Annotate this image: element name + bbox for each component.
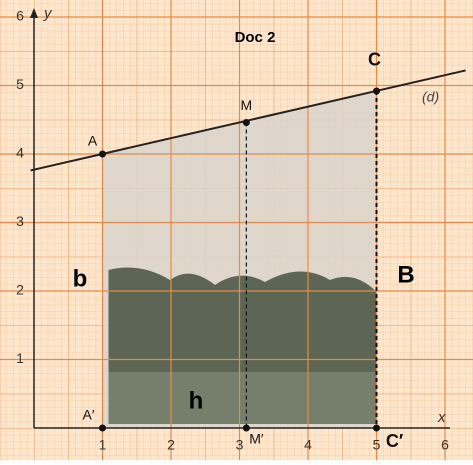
region-label: B (397, 261, 414, 288)
point-label: C′ (386, 431, 403, 451)
point (99, 424, 106, 432)
y-tick-label: 2 (16, 282, 24, 298)
point (373, 424, 380, 432)
x-tick-label: 4 (304, 437, 312, 453)
photo-meadow (108, 372, 377, 424)
y-tick-label: 5 (16, 76, 24, 92)
y-tick-label: 1 (16, 350, 24, 366)
region-label: h (189, 387, 204, 414)
line-name: (d) (422, 89, 439, 105)
point (373, 87, 380, 95)
x-tick-label: 3 (236, 437, 244, 453)
point-label: M (241, 97, 253, 113)
title: Doc 2 (235, 29, 276, 46)
x-tick-label: 1 (99, 437, 107, 453)
x-axis-label: x (437, 409, 446, 426)
y-tick-label: 3 (16, 213, 24, 229)
y-axis-label: y (43, 5, 53, 22)
point-label: A (88, 133, 98, 149)
y-tick-label: 4 (16, 145, 24, 161)
point-label: C (368, 50, 381, 70)
point (242, 118, 250, 126)
marks: (d) A M C A′ M′ C′ b Bh (30, 50, 466, 451)
y-tick-label: 6 (16, 8, 24, 24)
y-arrow (30, 8, 38, 18)
x-tick-label: 2 (167, 437, 175, 453)
point-label: M′ (249, 431, 264, 447)
x-tick-label: 5 (373, 437, 381, 453)
point-label: A′ (83, 407, 95, 423)
point (99, 150, 106, 158)
point (242, 424, 250, 432)
x-tick-label: 6 (441, 437, 449, 453)
region-label: b (73, 265, 88, 292)
